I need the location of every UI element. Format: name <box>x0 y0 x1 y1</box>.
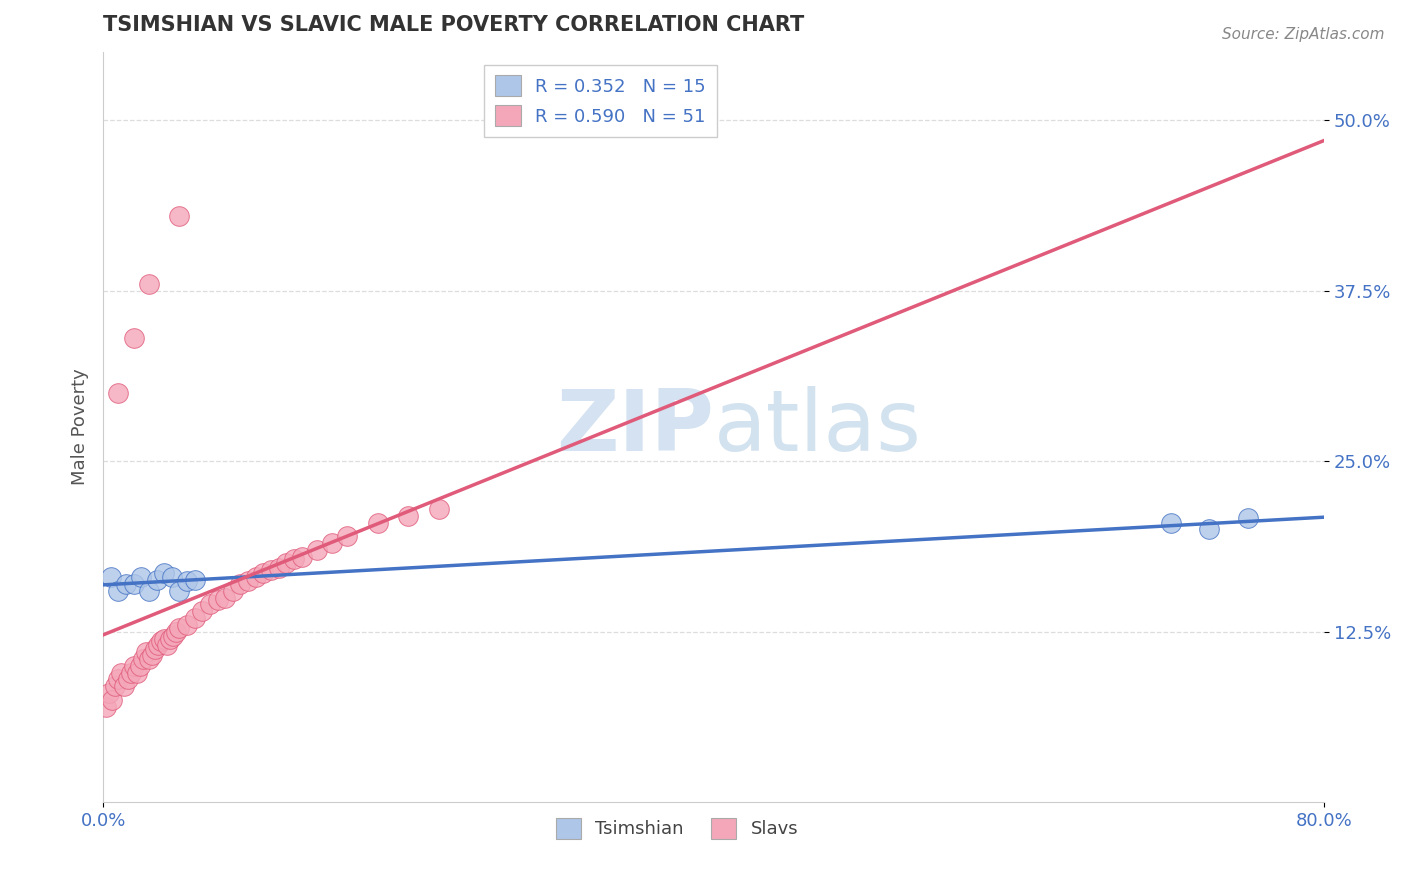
Point <box>153 566 176 580</box>
Point <box>276 557 298 571</box>
Point <box>150 634 173 648</box>
Point <box>169 209 191 223</box>
Point <box>107 583 129 598</box>
Point <box>176 618 198 632</box>
Point <box>100 570 122 584</box>
Point <box>146 638 169 652</box>
Y-axis label: Male Poverty: Male Poverty <box>72 368 89 485</box>
Point <box>98 686 121 700</box>
Point <box>207 593 229 607</box>
Point <box>290 549 312 564</box>
Point <box>122 577 145 591</box>
Point <box>107 673 129 687</box>
Point <box>159 632 181 646</box>
Point <box>236 574 259 589</box>
Legend: Tsimshian, Slavs: Tsimshian, Slavs <box>548 811 806 846</box>
Point <box>336 529 359 543</box>
Point <box>107 386 129 401</box>
Point <box>122 658 145 673</box>
Point <box>260 563 283 577</box>
Point <box>129 570 152 584</box>
Point <box>169 621 191 635</box>
Point <box>1198 522 1220 536</box>
Point <box>191 604 214 618</box>
Point <box>396 508 419 523</box>
Point <box>176 574 198 589</box>
Point <box>141 648 163 662</box>
Point <box>122 331 145 345</box>
Point <box>183 611 205 625</box>
Point <box>101 693 124 707</box>
Point <box>96 699 118 714</box>
Point <box>138 277 160 291</box>
Point <box>156 638 179 652</box>
Point <box>367 516 389 530</box>
Point <box>135 645 157 659</box>
Point <box>132 652 155 666</box>
Point <box>283 552 305 566</box>
Point <box>145 573 167 587</box>
Point <box>169 583 191 598</box>
Text: TSIMSHIAN VS SLAVIC MALE POVERTY CORRELATION CHART: TSIMSHIAN VS SLAVIC MALE POVERTY CORRELA… <box>103 15 804 35</box>
Point <box>153 632 176 646</box>
Point <box>321 536 343 550</box>
Point <box>222 583 245 598</box>
Point <box>143 642 166 657</box>
Text: Source: ZipAtlas.com: Source: ZipAtlas.com <box>1222 27 1385 42</box>
Point <box>305 542 328 557</box>
Point <box>125 665 148 680</box>
Point <box>115 577 138 591</box>
Point <box>120 665 142 680</box>
Text: atlas: atlas <box>713 385 921 468</box>
Point <box>114 679 136 693</box>
Point <box>165 624 187 639</box>
Point <box>267 560 290 574</box>
Point <box>1236 511 1258 525</box>
Point <box>183 573 205 587</box>
Text: ZIP: ZIP <box>555 385 713 468</box>
Point <box>138 583 160 598</box>
Point <box>214 591 236 605</box>
Point <box>245 570 267 584</box>
Point <box>198 598 221 612</box>
Point <box>229 577 252 591</box>
Point <box>1160 516 1182 530</box>
Point <box>138 652 160 666</box>
Point <box>128 658 150 673</box>
Point <box>110 665 132 680</box>
Point <box>104 679 127 693</box>
Point <box>117 673 139 687</box>
Point <box>427 502 450 516</box>
Point <box>160 570 183 584</box>
Point <box>162 629 184 643</box>
Point <box>252 566 274 580</box>
